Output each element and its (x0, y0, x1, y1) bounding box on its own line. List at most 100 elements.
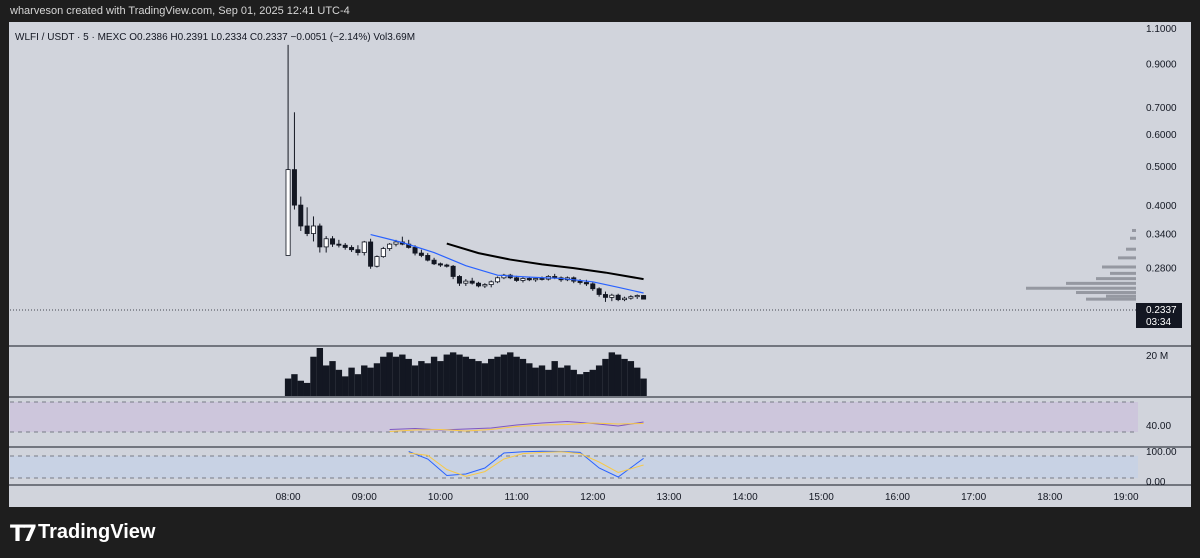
candle-body (393, 241, 399, 245)
volume-bar (621, 358, 628, 396)
candle (488, 280, 494, 288)
stochastic-band (10, 456, 1138, 478)
candle-body (418, 252, 424, 256)
attribution-bar: wharveson created with TradingView.com, … (0, 0, 1200, 22)
symbol-legend: WLFI / USDT · 5 · MEXC O0.2386 H0.2391 L… (15, 32, 415, 43)
candle-body (622, 297, 628, 301)
volume-bar (608, 352, 616, 396)
stochastic-upper-label: 100.00 (1146, 447, 1177, 458)
time-tick-label: 13:00 (656, 492, 681, 503)
volume-bar (291, 374, 298, 396)
volume-bar (405, 358, 412, 396)
candle-body (495, 277, 501, 283)
volume-bar (430, 356, 438, 396)
time-tick-label: 12:00 (580, 492, 605, 503)
price-axis[interactable]: 1.1000 0.9000 0.7000 0.6000 0.5000 0.4000 0.34… (1146, 24, 1177, 329)
volume-profile-bar (1130, 236, 1136, 240)
candle (501, 273, 507, 280)
volume-profile-bar (1110, 271, 1136, 275)
price-tick-label: 1.1000 (1146, 24, 1177, 35)
volume-bar (316, 348, 324, 396)
volume-bar (380, 356, 387, 396)
candle-body (514, 277, 520, 281)
candle-body (641, 295, 647, 300)
candle (590, 282, 596, 291)
candle (336, 239, 342, 248)
time-tick-label: 17:00 (961, 492, 986, 503)
volume-profile-bar (1102, 265, 1136, 269)
candle (596, 287, 602, 297)
candle (437, 262, 443, 267)
candle-body (317, 225, 323, 248)
candle (622, 296, 628, 302)
candle (317, 223, 323, 253)
candle-body (469, 280, 475, 284)
time-tick-label: 08:00 (276, 492, 301, 503)
candle-body (368, 241, 374, 267)
volume-bar (576, 374, 584, 396)
chart-svg[interactable]: 1.1000 0.9000 0.7000 0.6000 0.5000 0.4000 0.34… (0, 0, 1200, 520)
candle (374, 255, 380, 268)
volume-profile-bar (1066, 281, 1136, 285)
volume-axis-label: 20 M (1146, 351, 1168, 362)
candle-body (577, 280, 583, 283)
volume-bar (386, 352, 393, 396)
price-tick-label: 0.4000 (1146, 201, 1177, 212)
countdown-label: 03:34 (1146, 317, 1171, 328)
price-tick-label: 0.5000 (1146, 162, 1177, 173)
candle-body (634, 295, 640, 298)
candle (425, 253, 431, 262)
candle-body (374, 256, 380, 267)
candle-body (602, 294, 608, 298)
candle-body (488, 281, 494, 285)
stochastic-d-line (408, 451, 644, 477)
volume-bar (519, 358, 527, 396)
volume-bar (602, 358, 609, 396)
volume-bar (418, 361, 425, 396)
volume-bar (595, 365, 603, 396)
volume-bar (411, 365, 419, 396)
candle (342, 243, 348, 250)
candle-body (539, 278, 545, 280)
last-price-label: 0.2337 (1146, 305, 1177, 316)
volume-bar (373, 363, 381, 396)
candle (355, 245, 361, 256)
price-tick-label: 0.3400 (1146, 230, 1177, 241)
time-axis[interactable]: 08:00 09:00 10:00 11:00 12:00 13:00 14:00 15:00… (276, 492, 1139, 503)
candle-body (330, 238, 336, 245)
candle (349, 245, 355, 252)
attribution-text: wharveson created with TradingView.com, … (10, 5, 350, 17)
time-tick-label: 10:00 (428, 492, 453, 503)
candle-body (304, 225, 310, 234)
volume-bar (462, 356, 470, 396)
volume-bar (424, 363, 431, 396)
candle-body (476, 282, 482, 287)
volume-bar (507, 352, 514, 396)
candle (463, 279, 469, 286)
candle-body (437, 263, 443, 266)
candle (456, 275, 462, 286)
volume-profile-bar (1118, 256, 1136, 260)
candle-body (628, 296, 634, 299)
candle (431, 257, 437, 266)
candle-body (323, 238, 329, 248)
volume-bar (297, 380, 304, 396)
volume-bar (284, 378, 292, 396)
candle-body (291, 169, 297, 206)
volume-profile (1026, 228, 1136, 301)
candle-body (482, 284, 488, 287)
stoch-rsi-band (10, 402, 1138, 432)
volume-bar (640, 378, 647, 396)
candles (285, 44, 647, 302)
candle-body (425, 255, 431, 261)
volume-bar (538, 365, 546, 396)
time-tick-label: 16:00 (885, 492, 910, 503)
ma-fast-line (370, 233, 644, 294)
volume-bar (322, 365, 330, 396)
volume-bar (564, 365, 571, 396)
volume-bar (443, 354, 450, 396)
volume-bar (303, 382, 311, 396)
candle-body (412, 247, 418, 254)
volume-profile-bar (1132, 228, 1136, 232)
volume-bar (513, 356, 520, 396)
